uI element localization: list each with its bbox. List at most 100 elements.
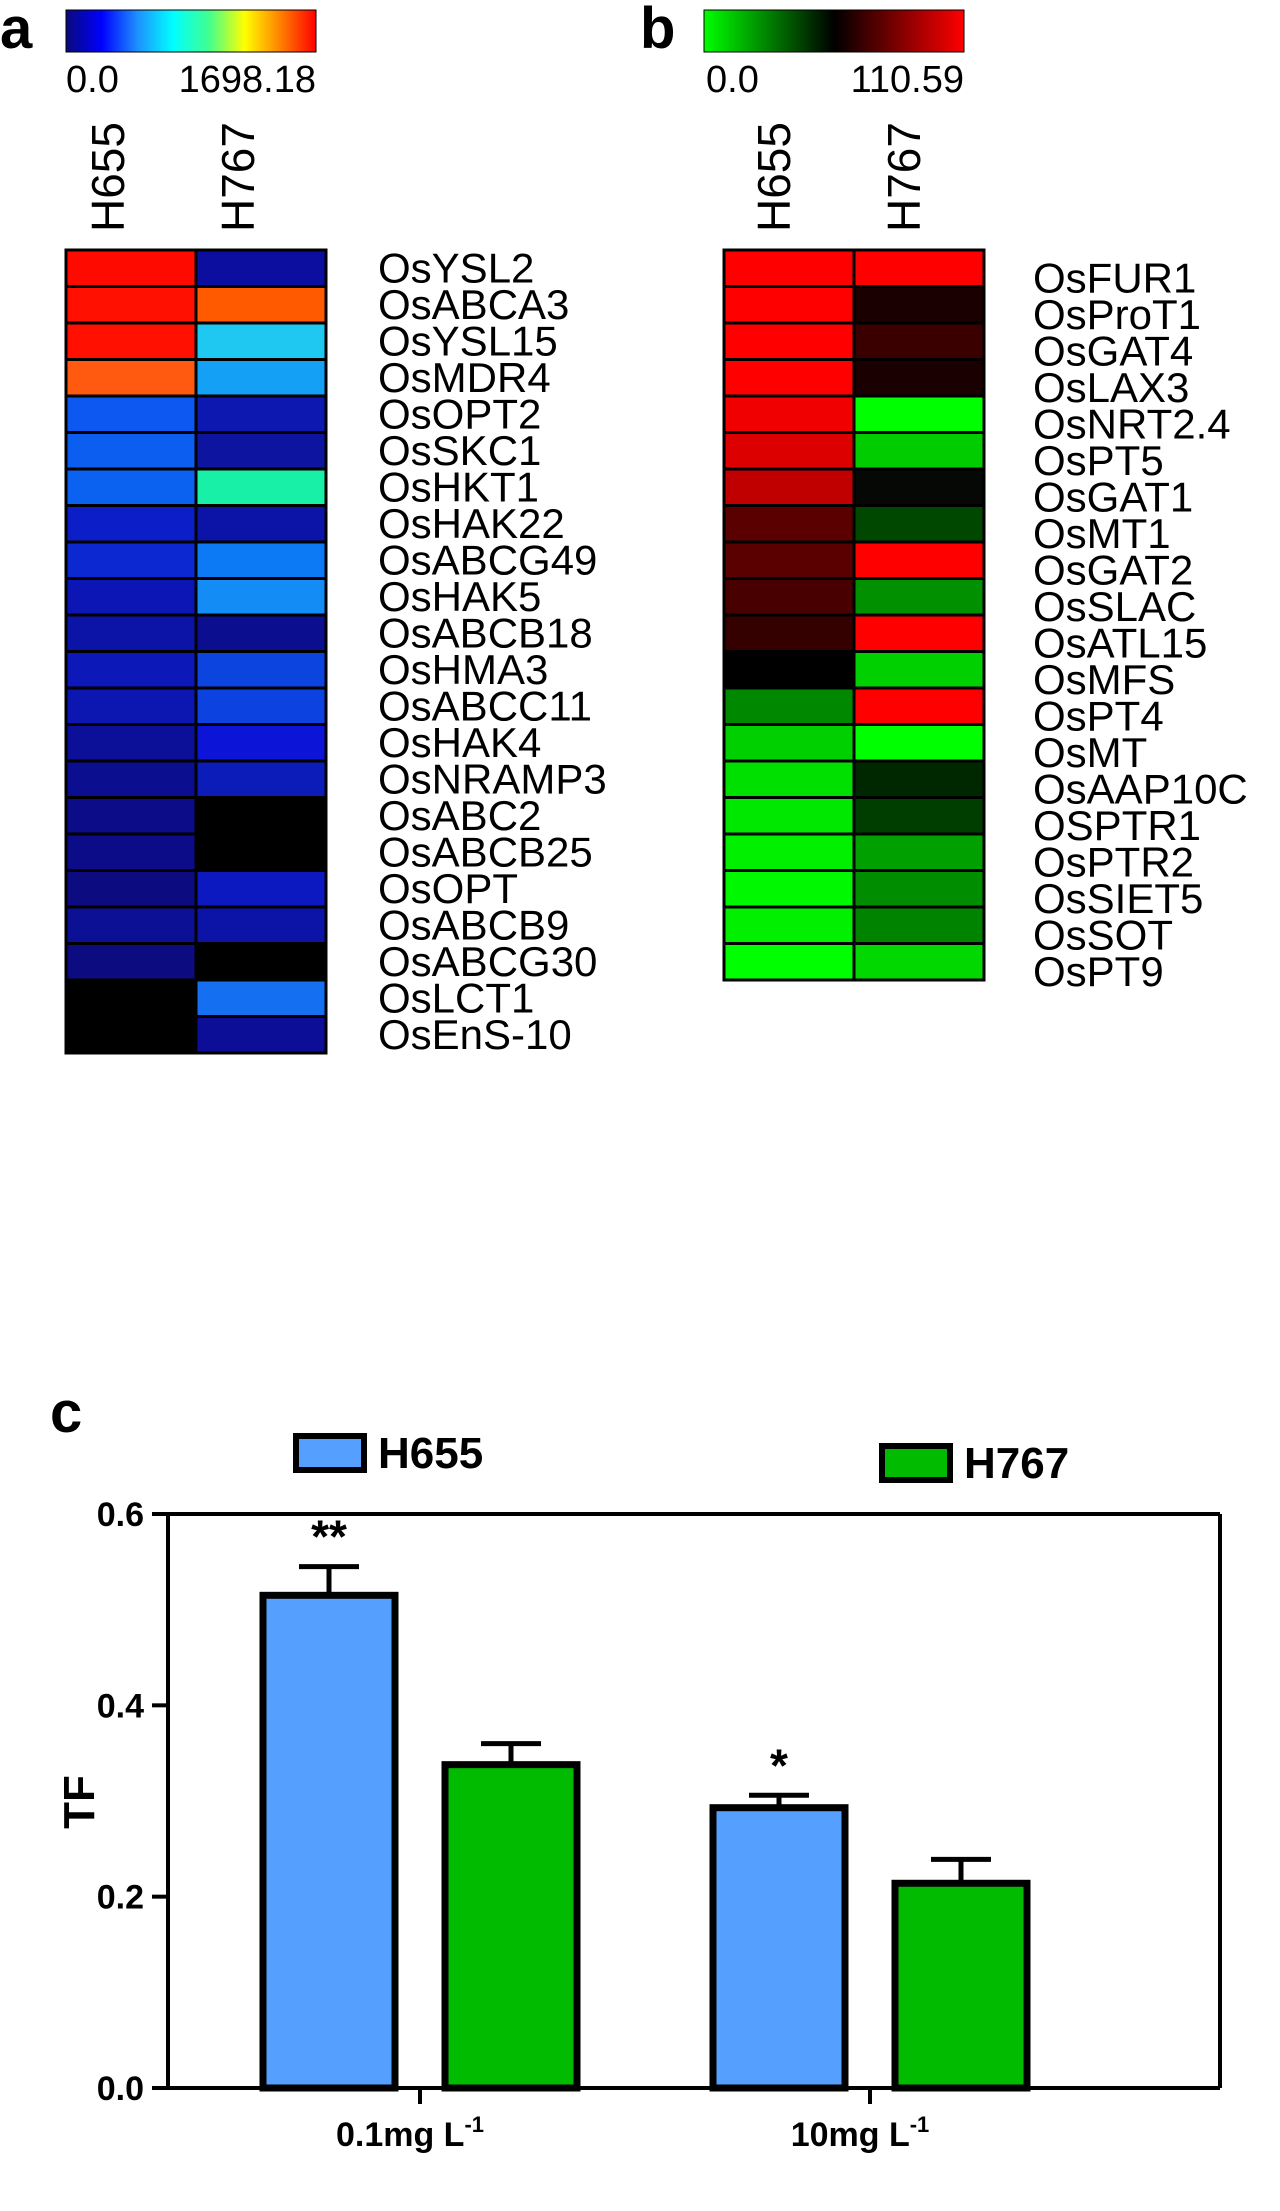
gene-label: OsSKC1 (378, 427, 541, 474)
bar-h767 (891, 1879, 1031, 2092)
gene-label: OsABCB25 (378, 828, 593, 875)
heatmap-cell (852, 650, 986, 690)
heatmap-cell (194, 905, 328, 945)
heatmap-cell (722, 905, 856, 945)
y-tick-label: 0.4 (97, 1687, 144, 1725)
bar-h655 (259, 1591, 399, 2092)
y-axis-label: TF (55, 1775, 104, 1829)
heatmap-cell (722, 759, 856, 799)
legend-swatch-h767 (879, 1443, 953, 1483)
heatmap-cell (64, 686, 198, 726)
heatmap-cell (64, 613, 198, 653)
heatmap-cell (64, 723, 198, 763)
heatmap-cell (194, 467, 328, 507)
gene-label: OsFUR1 (1033, 254, 1196, 301)
gene-label: OsPT5 (1033, 437, 1164, 484)
heatmap-cell (852, 759, 986, 799)
y-tick-label: 0.2 (97, 1879, 144, 1917)
panel-b-heatmap: b 0.0 110.59 H655 H767 OsFUR1OsProT1OsGA… (640, 0, 1248, 995)
gene-label: OSPTR1 (1033, 802, 1201, 849)
heatmap-cell (64, 796, 198, 836)
heatmap-cell (64, 978, 198, 1018)
chart-legend: H655 H767 (293, 1429, 1069, 1488)
heatmap-cell (194, 394, 328, 434)
gene-label: OsMDR4 (378, 354, 551, 401)
heatmap-cell (194, 285, 328, 325)
gene-label: OsABC2 (378, 792, 541, 839)
legend-label-h655: H655 (378, 1429, 483, 1478)
heatmap-cell (64, 394, 198, 434)
heatmap-cell (64, 759, 198, 799)
heatmap-cell (852, 723, 986, 763)
heatmap-cell (722, 248, 856, 288)
heatmap-cell (194, 942, 328, 982)
heatmap-cell (852, 613, 986, 653)
heatmap-cell (722, 321, 856, 361)
panel-a-letter: a (0, 0, 33, 61)
panel-a-cells (64, 248, 328, 1055)
gene-label: OsSLAC (1033, 583, 1196, 630)
gene-label: OsOPT (378, 865, 518, 912)
heatmap-cell (852, 577, 986, 617)
significance-marker: * (770, 1739, 788, 1791)
bar-h655 (709, 1804, 849, 2092)
heatmap-cell (64, 504, 198, 544)
gene-label: OsMT1 (1033, 510, 1171, 557)
heatmap-cell (852, 285, 986, 325)
gene-label: OsSOT (1033, 911, 1173, 958)
panel-b-color-scale (703, 9, 965, 53)
heatmap-cell (852, 686, 986, 726)
y-tick-label: 0.6 (97, 1496, 144, 1534)
gene-label: OsLCT1 (378, 974, 534, 1021)
heatmap-cell (194, 540, 328, 580)
heatmap-cell (194, 1015, 328, 1055)
gene-label: OsABCG30 (378, 938, 597, 985)
heatmap-cell (722, 650, 856, 690)
heatmap-cell (852, 504, 986, 544)
panel-b-column-h767: H767 (878, 122, 930, 232)
gene-label: OsATL15 (1033, 619, 1207, 666)
heatmap-cell (852, 248, 986, 288)
heatmap-cell (64, 285, 198, 325)
heatmap-cell (64, 358, 198, 398)
heatmap-cell (722, 540, 856, 580)
gene-label: OsHMA3 (378, 646, 548, 693)
x-tick-label: 0.1mg L-1 (336, 2112, 484, 2154)
heatmap-cell (722, 577, 856, 617)
gene-label: OsABCB18 (378, 609, 593, 656)
heatmap-cell (64, 1015, 198, 1055)
heatmap-cell (852, 832, 986, 872)
heatmap-cell (722, 467, 856, 507)
heatmap-cell (194, 577, 328, 617)
heatmap-cell (852, 467, 986, 507)
axes: 0.0 0.2 0.4 0.6 0.1mg L-1 10mg L-1 (97, 1496, 1222, 2154)
gene-label: OsAAP10C (1033, 765, 1248, 812)
gene-label: OsHAK4 (378, 719, 541, 766)
heatmap-cell (194, 978, 328, 1018)
legend-swatch-h655 (293, 1433, 367, 1473)
heatmap-cell (722, 796, 856, 836)
gene-label: OsGAT1 (1033, 473, 1193, 520)
heatmap-cell (722, 504, 856, 544)
panel-c-bar-chart: c H655 H767 TF *** 0.00.20.40.60.1mg L-1 1… (50, 1380, 1222, 2154)
heatmap-cell (194, 650, 328, 690)
heatmap-cell (194, 869, 328, 909)
heatmap-cell (852, 358, 986, 398)
heatmap-cell (722, 613, 856, 653)
heatmap-cell (852, 942, 986, 982)
gene-label: OsHKT1 (378, 463, 539, 510)
heatmap-cell (722, 285, 856, 325)
heatmap-cell (722, 832, 856, 872)
heatmap-cell (64, 248, 198, 288)
gene-label: OsNRT2.4 (1033, 400, 1231, 447)
panel-b-letter: b (640, 0, 675, 61)
heatmap-cell (194, 759, 328, 799)
heatmap-cell (194, 796, 328, 836)
gene-label: OsNRAMP3 (378, 755, 607, 802)
gene-label: OsSIET5 (1033, 875, 1203, 922)
panel-b-gene-labels: OsFUR1OsProT1OsGAT4OsLAX3OsNRT2.4OsPT5Os… (1033, 254, 1248, 995)
plot-area: *** (259, 1511, 1031, 2092)
gene-label: OsMT (1033, 729, 1147, 776)
heatmap-cell (852, 540, 986, 580)
gene-label: OsABCG49 (378, 536, 597, 583)
